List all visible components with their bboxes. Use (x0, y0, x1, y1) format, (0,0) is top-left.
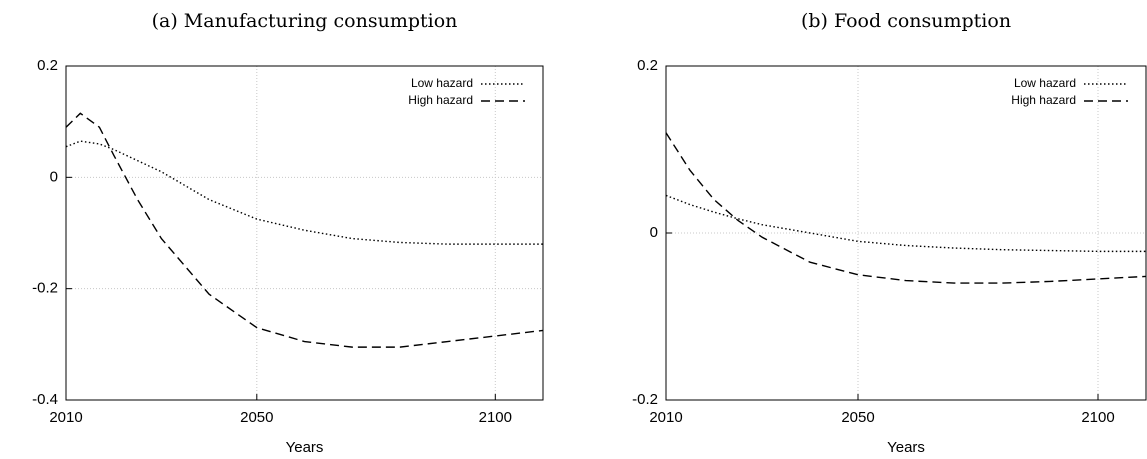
x-tick-label: 2050 (240, 409, 273, 426)
legend-label: High hazard (408, 93, 473, 107)
y-tick-label: -0.2 (32, 280, 58, 297)
line-series (665, 194, 1146, 253)
y-tick-label: 0 (650, 224, 658, 241)
x-tick-label: 2100 (479, 409, 512, 426)
y-tick-label: 0 (50, 168, 58, 185)
y-tick-label: 0.2 (637, 57, 658, 74)
chart-title: (a) Manufacturing consumption (152, 10, 458, 32)
x-tick-label: 2010 (649, 409, 682, 426)
y-tick-label: 0.2 (37, 57, 58, 74)
legend-label: Low hazard (411, 76, 473, 90)
line-series (665, 132, 1147, 284)
legend-label: Low hazard (1014, 76, 1076, 90)
chart-title: (b) Food consumption (801, 10, 1011, 32)
x-tick-label: 2010 (49, 409, 82, 426)
plot-frame (665, 65, 1147, 401)
line-series (65, 112, 544, 348)
x-axis-label: Years (286, 439, 324, 456)
y-tick-label: -0.4 (32, 391, 58, 408)
plot-frame (65, 65, 544, 401)
x-tick-label: 2100 (1081, 409, 1114, 426)
legend-label: High hazard (1011, 93, 1076, 107)
y-tick-label: -0.2 (632, 391, 658, 408)
x-tick-label: 2050 (841, 409, 874, 426)
line-series (65, 140, 543, 245)
x-axis-label: Years (887, 439, 925, 456)
